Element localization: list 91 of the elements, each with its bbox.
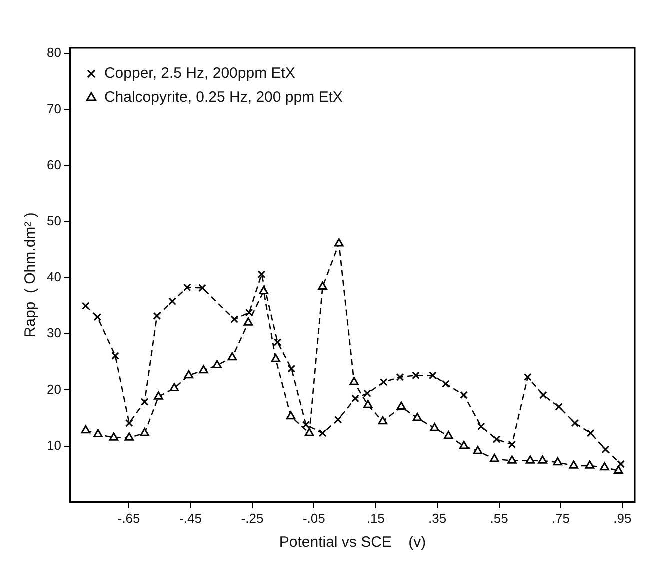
point bbox=[571, 419, 580, 428]
y-axis-title: Rapp ( Ohm.dm² ) bbox=[22, 212, 40, 338]
legend-label: Chalcopyrite, 0.25 Hz, 200 ppm EtX bbox=[104, 89, 343, 106]
point bbox=[429, 372, 437, 380]
x-tick-label: -.65 bbox=[118, 510, 140, 526]
x-tick-label: -.45 bbox=[180, 510, 202, 526]
x-tick-label: -.25 bbox=[241, 510, 264, 526]
point bbox=[539, 391, 548, 400]
point bbox=[245, 308, 254, 317]
point bbox=[199, 365, 208, 374]
y-tick-label: 20 bbox=[46, 382, 62, 397]
point bbox=[586, 429, 595, 438]
point bbox=[228, 352, 238, 361]
point bbox=[302, 421, 310, 429]
x-tick-label: -.05 bbox=[302, 510, 326, 526]
point bbox=[490, 454, 500, 462]
point bbox=[125, 419, 134, 428]
y-tick-label: 50 bbox=[46, 213, 62, 228]
x-axis-title: Potential vs SCE (v) bbox=[279, 534, 426, 552]
point bbox=[492, 436, 501, 444]
point bbox=[430, 423, 440, 432]
point bbox=[508, 440, 516, 449]
x-tick-label: .95 bbox=[614, 510, 632, 526]
point bbox=[334, 238, 344, 247]
point bbox=[198, 284, 206, 292]
point bbox=[614, 466, 624, 474]
point bbox=[617, 460, 626, 468]
point bbox=[364, 400, 373, 408]
y-tick-label: 10 bbox=[46, 438, 62, 453]
point bbox=[212, 360, 222, 369]
point bbox=[183, 284, 192, 292]
point bbox=[170, 383, 180, 392]
x-tick-label: .75 bbox=[552, 510, 570, 526]
point bbox=[82, 302, 90, 310]
point bbox=[140, 428, 150, 436]
x-tick-label: .55 bbox=[490, 510, 508, 526]
point bbox=[244, 318, 254, 326]
x-tick-label: .15 bbox=[366, 510, 385, 526]
point bbox=[473, 446, 483, 454]
point bbox=[153, 312, 162, 320]
point bbox=[109, 432, 119, 441]
point bbox=[460, 391, 468, 400]
point bbox=[94, 313, 102, 322]
point bbox=[288, 364, 296, 373]
point bbox=[334, 416, 342, 424]
point bbox=[553, 457, 563, 466]
point bbox=[508, 456, 517, 464]
x-tick-label: .35 bbox=[428, 510, 447, 526]
point bbox=[396, 373, 404, 382]
point bbox=[396, 402, 406, 410]
point bbox=[258, 270, 266, 279]
point bbox=[274, 338, 282, 346]
point bbox=[569, 460, 579, 469]
point bbox=[585, 460, 595, 469]
point bbox=[112, 352, 120, 360]
point bbox=[442, 380, 450, 388]
point bbox=[524, 373, 532, 382]
point bbox=[477, 422, 486, 431]
point bbox=[412, 372, 420, 380]
point bbox=[124, 432, 134, 441]
y-tick-label: 30 bbox=[46, 326, 62, 341]
point bbox=[140, 398, 149, 406]
point bbox=[555, 403, 564, 411]
point bbox=[94, 429, 103, 438]
point bbox=[459, 441, 469, 450]
point bbox=[318, 282, 328, 290]
point bbox=[444, 430, 454, 440]
legend-label: Copper, 2.5 Hz, 200ppm EtX bbox=[104, 65, 296, 82]
point bbox=[352, 394, 360, 403]
point bbox=[230, 316, 239, 324]
point bbox=[378, 416, 388, 425]
y-tick-label: 70 bbox=[46, 101, 62, 116]
point bbox=[526, 456, 536, 464]
point bbox=[154, 392, 164, 400]
point bbox=[318, 429, 327, 438]
point bbox=[286, 411, 296, 420]
point bbox=[304, 428, 314, 436]
point bbox=[602, 446, 610, 454]
point bbox=[412, 413, 422, 422]
point bbox=[600, 462, 610, 471]
point bbox=[380, 378, 388, 386]
y-tick-label: 40 bbox=[46, 270, 62, 285]
point bbox=[350, 377, 359, 386]
y-tick-label: 80 bbox=[46, 45, 62, 60]
y-tick-label: 60 bbox=[46, 157, 62, 172]
point bbox=[81, 425, 91, 434]
point bbox=[271, 354, 281, 362]
point bbox=[184, 370, 194, 379]
point bbox=[364, 390, 372, 398]
point bbox=[168, 298, 177, 306]
point bbox=[538, 456, 548, 464]
